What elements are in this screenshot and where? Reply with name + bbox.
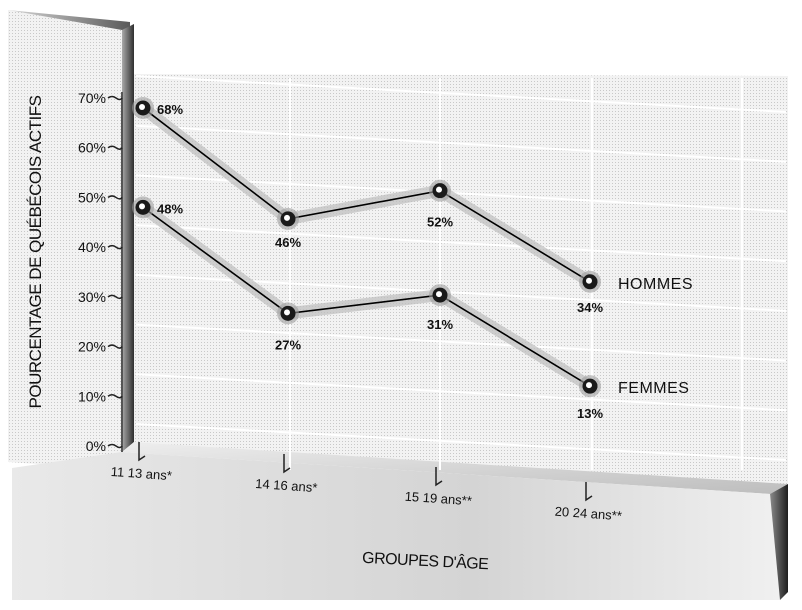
x-tick bbox=[585, 482, 593, 502]
data-point-highlight bbox=[436, 186, 442, 193]
data-label: 27% bbox=[275, 337, 301, 352]
data-point-highlight bbox=[284, 309, 290, 316]
y-tick bbox=[107, 294, 123, 300]
data-point-highlight bbox=[139, 203, 145, 210]
x-tick-label: 14 16 ans* bbox=[255, 476, 318, 495]
data-label: 46% bbox=[275, 235, 301, 250]
y-tick bbox=[107, 195, 123, 200]
data-label: 68% bbox=[157, 102, 183, 117]
y-tick bbox=[107, 244, 123, 250]
x-tick-label: 11 13 ans* bbox=[110, 464, 172, 483]
y-axis-label: POURCENTAGE DE QUÉBÉCOIS ACTIFS bbox=[26, 95, 45, 408]
y-tick bbox=[107, 394, 123, 399]
gridline-h bbox=[135, 423, 787, 461]
gridline-h bbox=[135, 124, 787, 163]
series-line-hommes bbox=[142, 107, 591, 283]
data-point-highlight bbox=[284, 214, 290, 221]
data-point-highlight bbox=[586, 277, 592, 284]
y-tick bbox=[107, 95, 123, 101]
data-point-highlight bbox=[436, 291, 442, 298]
x-tick-label: 15 19 ans** bbox=[404, 489, 472, 509]
gridline-h bbox=[135, 75, 787, 113]
gridline-h bbox=[135, 373, 787, 412]
left-panel bbox=[8, 10, 122, 470]
chart-frame bbox=[8, 10, 788, 600]
front-base bbox=[12, 452, 780, 600]
y-tick-label: 70% bbox=[78, 90, 106, 106]
gridline-h bbox=[135, 224, 787, 263]
floor-plane bbox=[122, 442, 788, 494]
data-label: 31% bbox=[427, 317, 453, 332]
back-wall bbox=[134, 74, 788, 484]
y-tick-label: 0% bbox=[86, 438, 106, 454]
x-tick bbox=[138, 442, 146, 462]
y-tick bbox=[107, 145, 123, 150]
top-strip bbox=[8, 10, 130, 32]
y-tick-label: 60% bbox=[78, 140, 106, 156]
data-label: 52% bbox=[427, 215, 453, 230]
y-tick-label: 10% bbox=[78, 388, 106, 404]
data-point-highlight bbox=[586, 382, 592, 389]
x-tick bbox=[283, 454, 291, 474]
series-lines bbox=[132, 96, 601, 398]
legend-hommes: HOMMES bbox=[618, 276, 693, 293]
axes: 0% 10% 20% 30% 40% 50% 60% 70% 11 13 ans* 14 16 a… bbox=[78, 90, 622, 523]
y-tick bbox=[107, 443, 123, 449]
data-point-highlight bbox=[139, 103, 145, 110]
data-labels: 68% 46% 52% 34% HOMMES 48% 27% 31% 13% FEMMES bbox=[157, 102, 693, 421]
y-tick-label: 40% bbox=[78, 239, 106, 255]
x-tick-label: 20 24 ans** bbox=[554, 504, 622, 524]
y-tick-label: 50% bbox=[78, 189, 106, 205]
right-edge bbox=[770, 484, 788, 600]
x-tick bbox=[435, 467, 443, 487]
axis-depth-strip bbox=[122, 24, 134, 452]
series-line-femmes bbox=[142, 206, 591, 387]
y-tick-label: 30% bbox=[78, 289, 106, 305]
legend-femmes: FEMMES bbox=[618, 380, 689, 397]
data-label: 34% bbox=[577, 300, 603, 315]
y-tick bbox=[107, 344, 123, 349]
data-label: 48% bbox=[157, 201, 183, 216]
gridline-h bbox=[135, 323, 787, 362]
y-tick-label: 20% bbox=[78, 339, 106, 355]
data-label: 13% bbox=[577, 406, 603, 421]
